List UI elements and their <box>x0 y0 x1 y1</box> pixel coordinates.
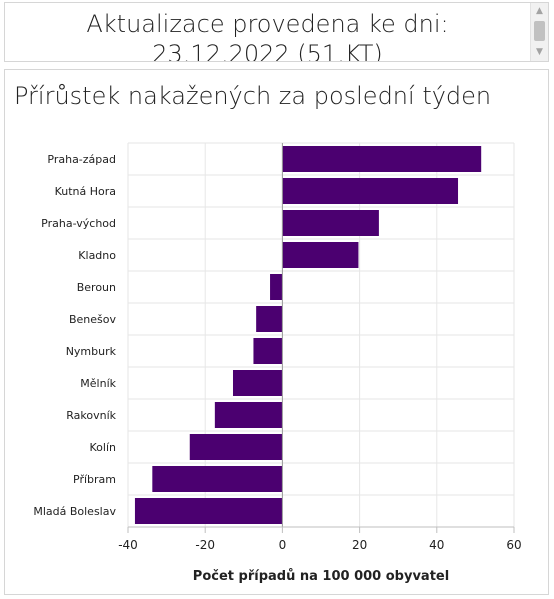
scrollbar-thumb[interactable] <box>534 21 545 41</box>
chart-panel: Přírůstek nakažených za poslední týden P… <box>4 69 549 595</box>
x-tick-label: 40 <box>429 538 444 552</box>
bar <box>152 466 283 492</box>
x-tick-label: 60 <box>506 538 521 552</box>
category-label: Kladno <box>78 249 116 262</box>
category-label: Rakovník <box>66 409 116 422</box>
update-date: 23.12.2022 (51.KT) <box>152 40 383 62</box>
category-label: Nymburk <box>66 345 117 358</box>
bar <box>282 242 359 268</box>
x-axis-title: Počet případů na 100 000 obyvatel <box>193 569 449 584</box>
bar <box>134 498 283 524</box>
category-label: Beroun <box>77 281 116 294</box>
x-tick-label: 0 <box>279 538 287 552</box>
bar <box>256 306 283 332</box>
update-panel: Aktualizace provedena ke dni: 23.12.2022… <box>4 2 549 62</box>
bar-chart: Praha-západ Kutná Hora Praha-východ Kladno B… <box>33 142 522 584</box>
category-label: Příbram <box>73 473 116 486</box>
category-label: Praha-východ <box>41 217 116 230</box>
scroll-down-icon[interactable]: ▼ <box>536 47 543 57</box>
category-label: Mladá Boleslav <box>33 505 116 518</box>
bar <box>282 146 482 172</box>
x-tick-label: 20 <box>352 538 367 552</box>
update-text: Aktualizace provedena ke dni: 23.12.2022… <box>5 9 530 62</box>
update-label: Aktualizace provedena ke dni: <box>86 10 449 38</box>
bar <box>232 370 283 396</box>
category-label: Kutná Hora <box>55 185 116 198</box>
bar <box>253 338 283 364</box>
category-label: Benešov <box>69 313 117 326</box>
bar <box>214 402 283 428</box>
scroll-up-icon[interactable]: ▲ <box>536 6 543 16</box>
category-label: Praha-západ <box>47 153 116 166</box>
bar <box>282 210 379 236</box>
category-label: Mělník <box>80 377 116 390</box>
category-label: Kolín <box>90 441 117 454</box>
chart-title: Přírůstek nakažených za poslední týden <box>14 82 492 110</box>
x-tick-label: -20 <box>195 538 215 552</box>
scrollbar[interactable]: ▲ ▼ <box>530 3 548 61</box>
bar <box>189 434 283 460</box>
bar <box>270 274 283 300</box>
x-tick-label: -40 <box>118 538 138 552</box>
bar <box>282 178 459 204</box>
